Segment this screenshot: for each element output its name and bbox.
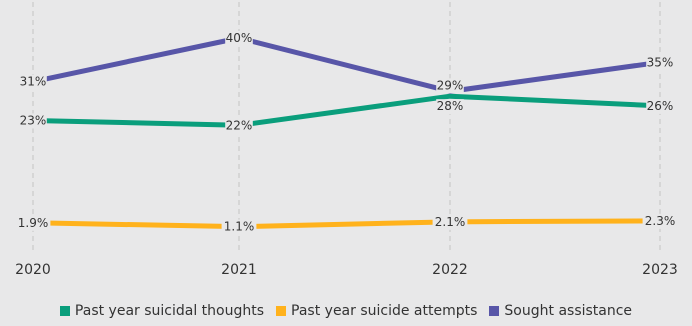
data-label: 28% bbox=[437, 99, 464, 113]
data-label-group: 35% bbox=[646, 55, 674, 71]
data-label-bg bbox=[642, 213, 678, 229]
data-label-group: 2.3% bbox=[642, 213, 678, 229]
legend-label: Past year suicidal thoughts bbox=[74, 303, 265, 319]
data-label: 26% bbox=[647, 99, 674, 113]
data-label-group: 1.1% bbox=[221, 219, 257, 235]
data-label: 35% bbox=[647, 55, 674, 69]
data-label-bg bbox=[19, 74, 47, 90]
data-label: 40% bbox=[226, 31, 253, 45]
legend-item: Past year suicidal thoughts bbox=[59, 303, 265, 319]
data-label-bg bbox=[225, 31, 253, 46]
data-label: 31% bbox=[20, 75, 47, 89]
data-label: 2.1% bbox=[435, 215, 466, 229]
x-tick-label: 2023 bbox=[642, 262, 678, 278]
legend: Past year suicidal thoughts Past year sui… bbox=[0, 303, 692, 319]
line-chart: 2020 2021 2022 2023 23% 22% 28% 26% 1.9% 1.1% 2.1%… bbox=[15, 2, 678, 278]
x-tick-label: 2020 bbox=[15, 262, 51, 278]
legend-swatch bbox=[489, 306, 500, 316]
data-label-bg bbox=[19, 113, 47, 129]
data-label: 29% bbox=[437, 78, 464, 92]
data-label-group: 22% bbox=[225, 118, 253, 134]
data-label: 22% bbox=[226, 118, 253, 132]
data-label-bg bbox=[646, 98, 674, 114]
legend-swatch bbox=[276, 306, 287, 316]
data-label-bg bbox=[15, 215, 51, 231]
data-label-bg bbox=[432, 214, 468, 230]
data-label-bg bbox=[436, 78, 464, 94]
data-label: 2.3% bbox=[645, 214, 676, 228]
series-line-0 bbox=[32, 93, 661, 128]
legend-label: Past year suicide attempts bbox=[291, 303, 478, 319]
data-label: 1.9% bbox=[18, 216, 49, 230]
x-tick-label: 2022 bbox=[432, 262, 468, 278]
data-label: 1.1% bbox=[224, 220, 255, 234]
data-label-bg bbox=[221, 219, 257, 235]
legend-item: Past year suicide attempts bbox=[276, 303, 477, 319]
data-label-group: 28% bbox=[436, 99, 464, 115]
data-label-group: 31% bbox=[19, 74, 47, 90]
data-label-group: 2.1% bbox=[432, 214, 468, 230]
legend-item: Sought assistance bbox=[489, 303, 632, 319]
legend-label: Sought assistance bbox=[504, 303, 633, 319]
data-label-bg bbox=[225, 118, 253, 134]
data-label-group: 29% bbox=[436, 78, 464, 94]
series-line-1 bbox=[32, 218, 661, 230]
data-label: 23% bbox=[20, 113, 47, 127]
data-label-group: 40% bbox=[225, 31, 253, 46]
data-label-group: 26% bbox=[646, 98, 674, 114]
data-label-group: 23% bbox=[19, 113, 47, 129]
legend-swatch bbox=[59, 306, 70, 316]
data-label-bg bbox=[436, 99, 464, 115]
data-label-group: 1.9% bbox=[15, 215, 51, 231]
data-label-bg bbox=[646, 55, 674, 71]
series-line-2 bbox=[32, 35, 661, 94]
x-tick-label: 2021 bbox=[221, 262, 257, 278]
